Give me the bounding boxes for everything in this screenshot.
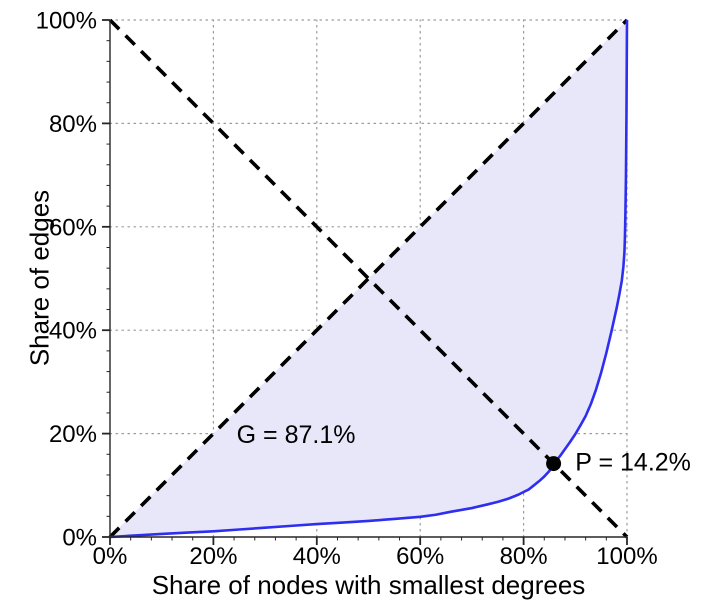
x-tick-label: 40% <box>293 543 341 570</box>
x-tick-label: 0% <box>93 543 128 570</box>
lorenz-curve-line <box>109 19 629 539</box>
anti-diagonal-line <box>108 18 629 539</box>
y-tick-label: 60% <box>49 214 97 241</box>
y-tick-label: 40% <box>49 318 97 345</box>
x-tick-label: 100% <box>596 543 657 570</box>
y-tick-label: 100% <box>36 8 97 35</box>
x-tick-label: 60% <box>396 543 444 570</box>
y-tick-label: 80% <box>49 111 97 138</box>
gini-label: G = 87.1% <box>237 421 356 449</box>
y-tick-label: 20% <box>49 421 97 448</box>
x-tick-label: 20% <box>189 543 237 570</box>
x-axis-title: Share of nodes with smallest degrees <box>151 570 586 600</box>
y-tick-label: 0% <box>62 525 97 552</box>
y-axis-title: Share of edges <box>24 189 55 367</box>
equality-diagonal-line <box>108 18 629 539</box>
x-tick-label: 80% <box>500 543 548 570</box>
p-label: P = 14.2% <box>575 448 691 476</box>
p-intersection-marker <box>546 456 562 472</box>
